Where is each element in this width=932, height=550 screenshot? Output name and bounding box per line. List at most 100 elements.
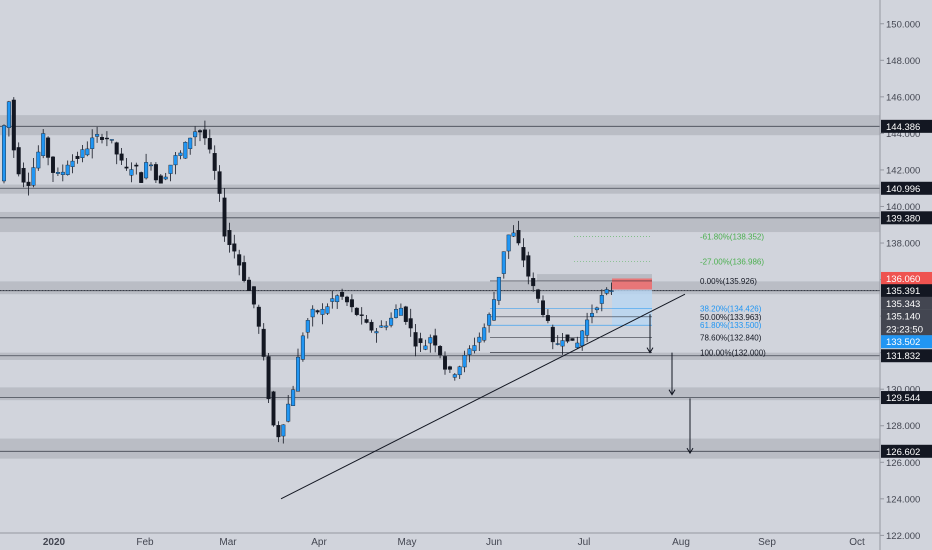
fib-label: 38.20%(134.426)	[700, 304, 762, 313]
price-label-text: 135.140	[886, 312, 920, 323]
candle-body	[90, 137, 95, 149]
candle-body	[359, 314, 364, 316]
candle-body	[418, 338, 423, 344]
candle-body	[570, 338, 575, 341]
candle-body	[183, 141, 188, 159]
candle-body	[134, 164, 139, 167]
price-zone	[0, 438, 880, 459]
candle-body	[423, 345, 428, 350]
candle-body	[438, 346, 443, 356]
candle-body	[109, 139, 114, 141]
price-label-box	[881, 335, 932, 349]
candle-body	[188, 137, 193, 149]
candle-body	[384, 325, 389, 328]
candle-body	[585, 319, 590, 336]
candle-body	[168, 164, 173, 174]
candle-body	[379, 325, 384, 328]
candle-body	[104, 137, 109, 140]
time-tick-label: Jun	[486, 537, 502, 548]
price-axis[interactable]: 122.000124.000126.000128.000130.000132.0…	[879, 0, 920, 550]
candle-body	[6, 101, 11, 128]
candle-body	[506, 234, 511, 252]
candle-body	[51, 156, 56, 173]
price-tick-label: 130.000	[886, 385, 920, 396]
fib-label: 0.00%(135.926)	[700, 277, 757, 286]
candle-body	[394, 309, 399, 318]
fib-label: 78.60%(132.840)	[700, 333, 762, 342]
candle-body	[153, 164, 158, 181]
candle-body	[256, 306, 261, 327]
candle-body	[492, 299, 497, 321]
candle-body	[99, 136, 104, 140]
time-tick-label: Aug	[672, 537, 690, 548]
time-axis[interactable]: 2020 Feb Mar Apr May Jun Jul Aug Sep Oct	[0, 532, 880, 548]
candle-body	[521, 247, 526, 261]
drawings	[280, 293, 694, 500]
candle-body	[266, 356, 271, 400]
candle-body	[413, 332, 418, 347]
candle-body	[536, 289, 541, 299]
price-zone	[0, 211, 880, 233]
candle-body	[163, 176, 168, 180]
time-tick-label: Apr	[311, 537, 327, 548]
candle-body	[482, 327, 487, 341]
candle-body	[389, 317, 394, 326]
candle-body	[457, 366, 462, 376]
candle-body	[511, 232, 516, 237]
fib-label: 100.00%(132.000)	[700, 349, 766, 358]
fibonacci-levels: -61.80%(138.352) -27.00%(136.986) 0.00%(13…	[490, 233, 766, 358]
candle-body	[580, 330, 585, 347]
candle-body	[222, 197, 227, 237]
time-tick-label: 2020	[43, 537, 66, 548]
candle-body	[296, 356, 301, 392]
time-tick-label: May	[398, 537, 417, 548]
arrow-head	[668, 389, 676, 396]
price-label-box	[881, 119, 932, 133]
candle-body	[354, 307, 359, 315]
arrow-head	[646, 347, 654, 354]
candle-body	[590, 313, 595, 317]
price-tick-label: 144.000	[886, 129, 920, 140]
arrow-head	[686, 447, 694, 455]
price-label-box	[881, 309, 932, 323]
candle-body	[403, 306, 408, 322]
candle-body	[428, 337, 433, 344]
time-tick-label: Mar	[219, 537, 237, 548]
price-tick-label: 138.000	[886, 239, 920, 250]
candle-body	[286, 403, 291, 422]
candle-body	[310, 308, 315, 318]
price-tick-label: 142.000	[886, 165, 920, 176]
candle-body	[212, 153, 217, 171]
price-label-text: 23:23:50	[886, 324, 923, 335]
candle-body	[202, 129, 207, 139]
price-label-text: 129.544	[886, 393, 920, 404]
candle-body	[447, 366, 452, 370]
candle-body	[207, 138, 212, 150]
candle-body	[369, 321, 374, 331]
candle-body	[80, 149, 85, 158]
candle-body	[119, 153, 124, 161]
candle-body	[565, 334, 570, 342]
candle-body	[472, 345, 477, 352]
candle-body	[144, 162, 149, 179]
candle-body	[26, 181, 31, 186]
candle-body	[496, 276, 501, 301]
candle-body	[462, 355, 467, 368]
price-zone	[0, 184, 880, 194]
candle-body	[148, 164, 153, 167]
fib-label: 61.80%(133.500)	[700, 321, 762, 330]
price-label-text: 144.386	[886, 122, 920, 133]
price-label-text: 133.502	[886, 337, 920, 348]
price-label-box	[881, 271, 932, 285]
price-label-text: 126.602	[886, 447, 920, 458]
price-tick-label: 126.000	[886, 458, 920, 469]
price-label-box	[881, 349, 932, 363]
candle-body	[550, 326, 555, 343]
price-label-text: 139.380	[886, 213, 920, 224]
price-label-box	[881, 284, 932, 298]
trendline	[280, 293, 686, 500]
candle-body	[330, 298, 335, 302]
candle-body	[374, 331, 379, 334]
